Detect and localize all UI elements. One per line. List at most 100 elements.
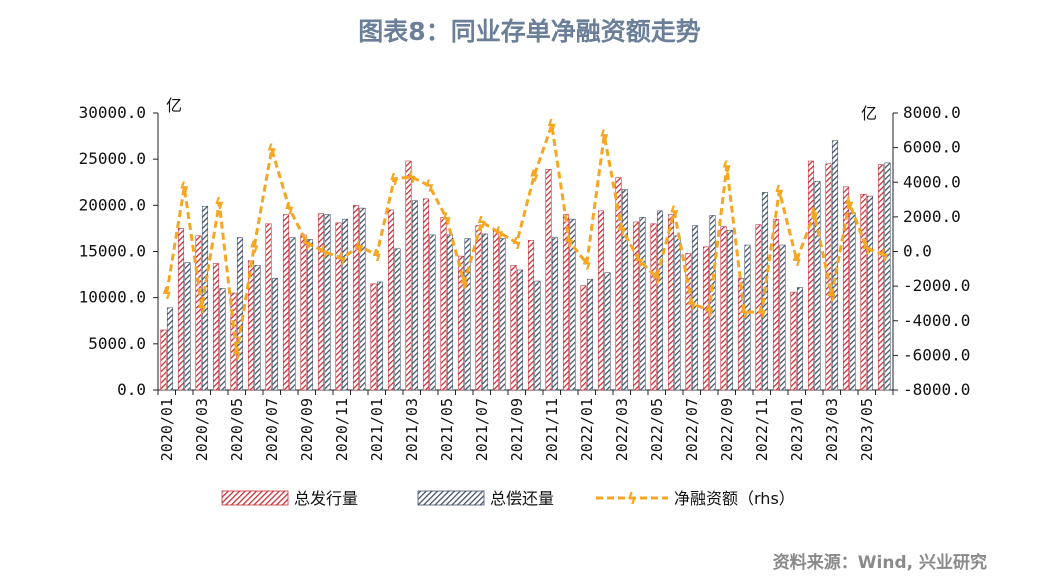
bar-issue [772,218,780,391]
net-point-marker: ϟ [336,249,347,268]
net-point-marker: ϟ [354,237,365,256]
net-point-marker: ϟ [634,251,645,270]
x-tick-label: 2022/03 [613,398,631,461]
right-tick-label: 2000.0 [903,207,961,226]
net-point-marker: ϟ [494,223,505,242]
legend-label-issue: 总发行量 [294,489,358,508]
chart-title: 图表8：同业存单净融资额走势 [358,17,701,46]
net-point-marker: ϟ [739,303,750,322]
bar-issue [580,285,587,391]
bar-repay [814,181,821,391]
bar-repay [464,238,471,391]
net-point-marker: ϟ [196,298,207,317]
net-point-marker: ϟ [826,286,837,305]
bar-issue [405,160,412,391]
net-point-marker: ϟ [406,168,417,187]
net-point-marker: ϟ [581,255,592,274]
bar-issue [685,253,692,391]
bar-repay [516,269,524,391]
legend-swatch-issue [221,490,289,506]
net-point-marker: ϟ [476,213,487,232]
bar-issue [860,193,867,391]
right-tick-label: -8000.0 [903,380,970,399]
bar-issue [212,263,220,391]
bar-repay [674,235,681,391]
bar-repay [254,265,261,391]
x-tick-label: 2020/07 [263,398,281,461]
bar-issue [510,265,517,391]
net-point-marker: ϟ [791,251,802,270]
bar-repay [621,189,629,391]
bar-repay [884,162,891,391]
net-point-marker: ϟ [529,166,540,185]
net-point-marker: ϟ [511,234,522,253]
bar-repay [359,207,366,391]
legend-marker-net: ϟ [627,489,638,508]
net-point-marker: ϟ [284,199,295,218]
x-tick-label: 2020/11 [333,398,351,461]
legend-label-repay: 总偿还量 [490,489,554,508]
left-tick-label: 25000.0 [79,149,146,168]
bar-issue [177,228,185,391]
bar-repay [341,218,349,391]
net-point-marker: ϟ [546,116,557,135]
legend-swatch-repay [417,490,485,506]
bar-issue [702,246,710,391]
bar-repay [184,262,191,391]
x-tick-label: 2022/01 [578,398,596,461]
x-tick-label: 2021/07 [473,398,491,461]
bar-issue [282,214,290,391]
bar-issue [475,225,482,391]
bar-issue [440,217,447,391]
x-tick-label: 2023/03 [823,398,841,461]
left-tick-label: 5000.0 [88,334,146,353]
right-tick-label: -6000.0 [903,345,970,364]
right-tick-label: 0.0 [903,242,932,261]
bar-issue [755,224,762,391]
right-tick-label: -4000.0 [903,311,970,330]
source-note: 资料来源：Wind, 兴业研究 [772,553,987,573]
bar-issue [877,164,885,391]
bar-repay [166,307,174,391]
bar-issue [650,223,657,391]
right-unit-label: 亿 [861,104,877,123]
bar-repay [324,214,331,391]
bar-issue [632,221,640,391]
bar-issue [335,222,342,391]
bar-repay [866,195,874,391]
bar-issue [317,213,325,391]
bar-repay [376,281,384,391]
net-point-marker: ϟ [809,204,820,223]
net-point-marker: ϟ [651,268,662,287]
bar-repay [569,218,576,391]
bar-repay [849,212,856,391]
bar-repay [429,234,436,391]
net-point-marker: ϟ [179,178,190,197]
bar-repay [289,237,296,391]
left-tick-label: 20000.0 [79,195,146,214]
x-tick-label: 2023/05 [858,398,876,461]
net-point-marker: ϟ [879,246,890,265]
net-point-marker: ϟ [371,246,382,265]
x-tick-label: 2020/03 [193,398,211,461]
x-tick-label: 2020/09 [298,398,316,461]
bar-repay [779,244,786,391]
x-tick-label: 2021/09 [508,398,526,461]
bar-repay [236,237,244,391]
bar-repay [639,217,646,391]
bar-issue [230,292,237,391]
net-point-marker: ϟ [266,140,277,159]
left-unit-label: 亿 [166,96,182,115]
left-tick-label: 10000.0 [79,288,146,307]
net-point-marker: ϟ [704,301,715,320]
bar-repay [534,280,541,391]
bar-issue [545,169,552,391]
bar-repay [411,200,419,391]
net-point-marker: ϟ [756,303,767,322]
net-point-marker: ϟ [599,127,610,146]
left-tick-label: 30000.0 [79,103,146,122]
bar-issue [457,255,465,391]
net-point-marker: ϟ [214,194,225,213]
legend-label-net: 净融资额（rhs） [674,489,795,508]
net-point-marker: ϟ [721,158,732,177]
